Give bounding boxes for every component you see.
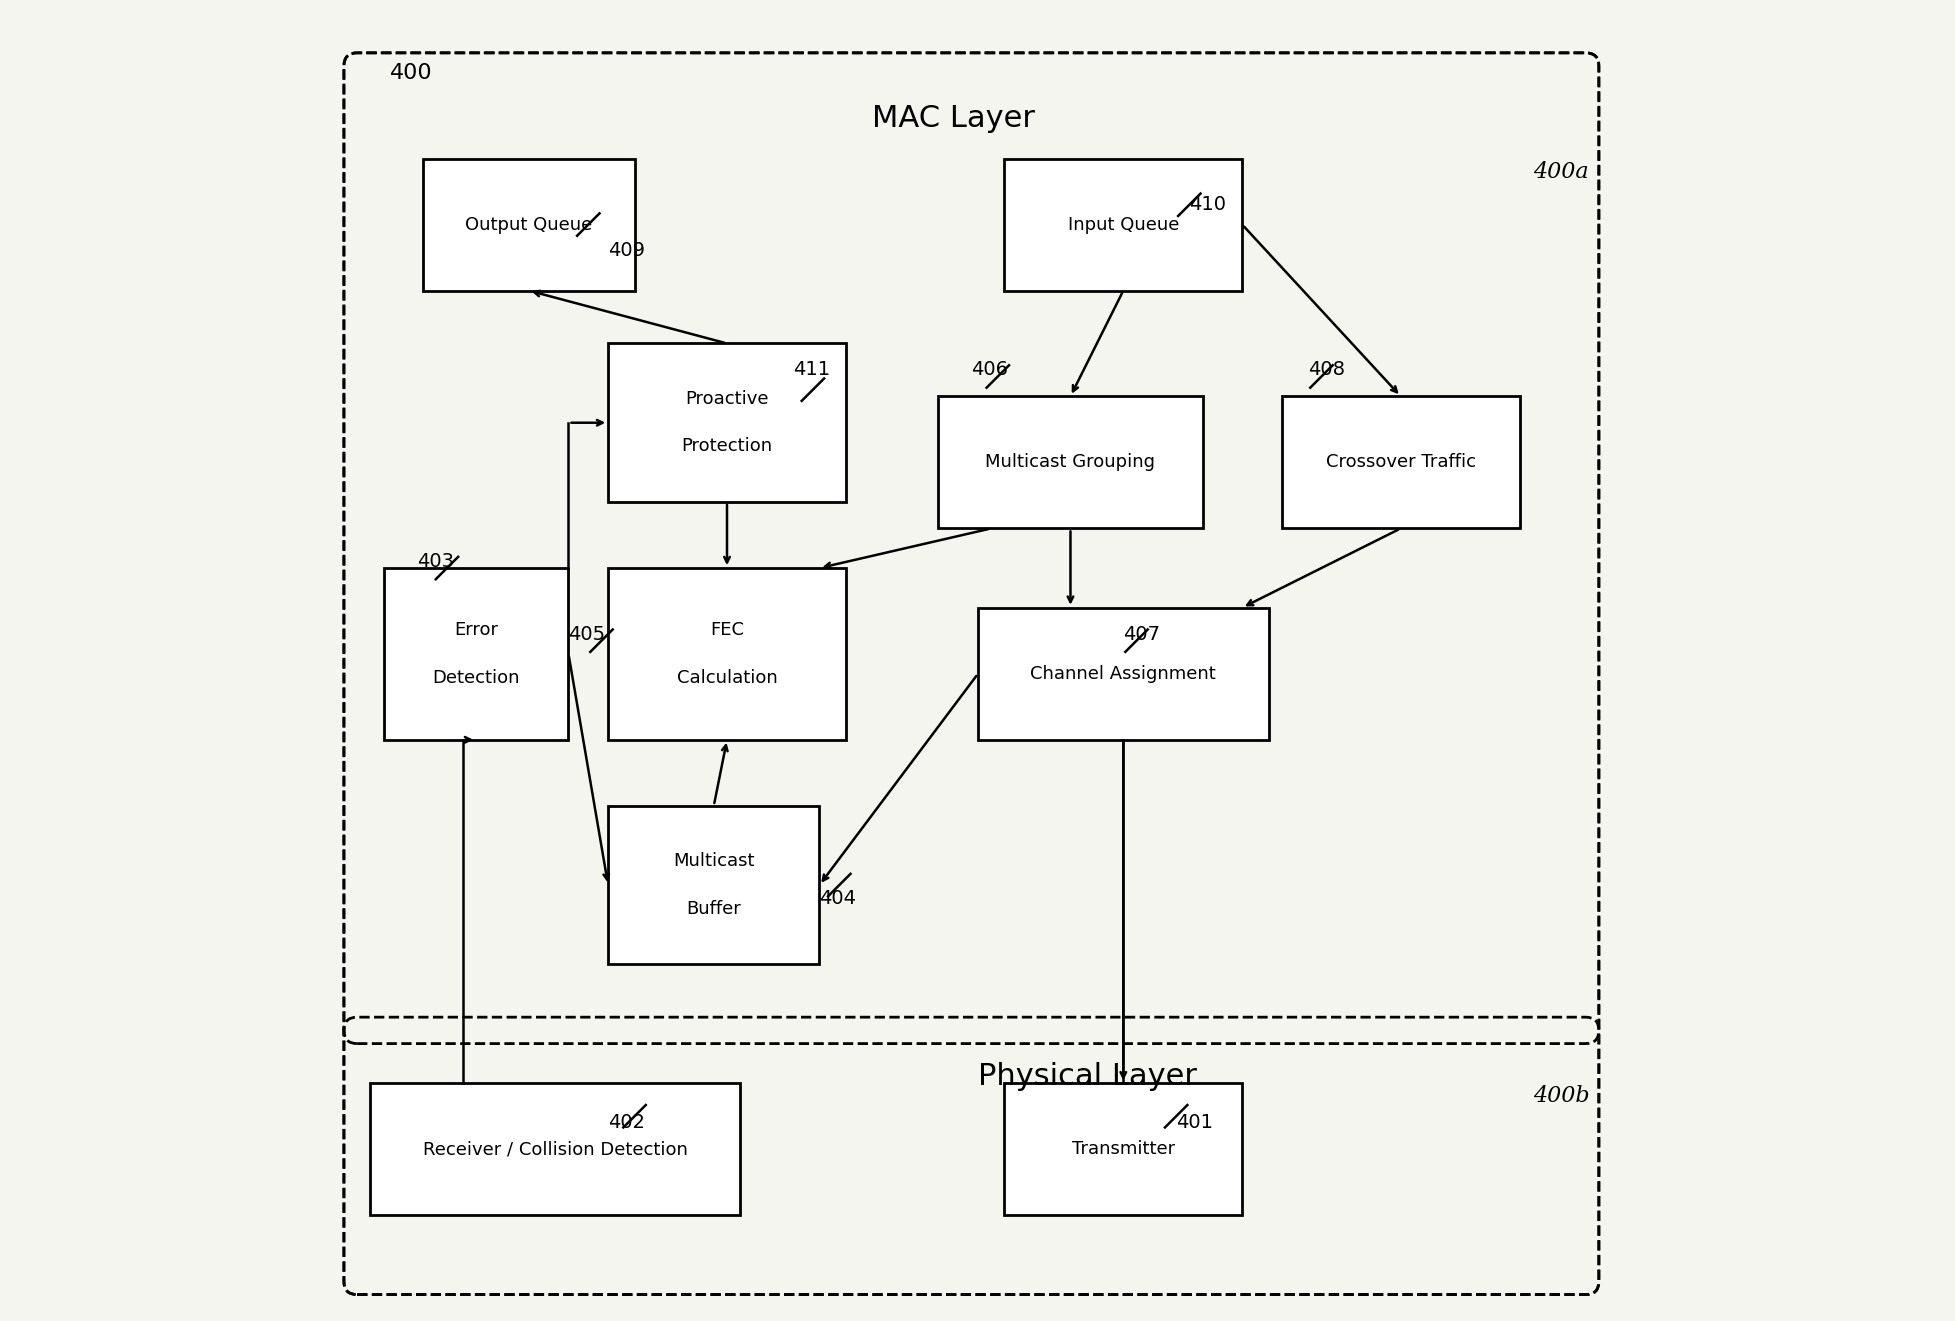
Text: 405: 405 [569, 625, 606, 643]
Text: 401: 401 [1175, 1114, 1212, 1132]
Text: MAC Layer: MAC Layer [872, 104, 1034, 133]
Text: 400: 400 [389, 62, 432, 83]
Text: Multicast: Multicast [673, 852, 755, 871]
FancyBboxPatch shape [938, 396, 1202, 528]
Text: Channel Assignment: Channel Assignment [1030, 664, 1216, 683]
Text: 403: 403 [416, 552, 454, 571]
Text: Protection: Protection [680, 437, 772, 456]
Text: 410: 410 [1189, 196, 1226, 214]
Text: 408: 408 [1308, 361, 1345, 379]
FancyBboxPatch shape [608, 806, 819, 964]
Text: Buffer: Buffer [686, 900, 741, 918]
Text: Error: Error [454, 621, 499, 639]
Text: Transmitter: Transmitter [1071, 1140, 1175, 1159]
Text: Input Queue: Input Queue [1067, 215, 1179, 234]
Text: Receiver / Collision Detection: Receiver / Collision Detection [422, 1140, 688, 1159]
Text: Calculation: Calculation [676, 668, 776, 687]
FancyBboxPatch shape [1005, 1083, 1241, 1215]
FancyBboxPatch shape [978, 608, 1269, 740]
FancyBboxPatch shape [1281, 396, 1519, 528]
Text: 400a: 400a [1533, 161, 1587, 182]
Text: Physical Layer: Physical Layer [978, 1062, 1196, 1091]
Text: Crossover Traffic: Crossover Traffic [1325, 453, 1474, 472]
FancyBboxPatch shape [608, 568, 845, 740]
Text: Detection: Detection [432, 668, 520, 687]
Text: 407: 407 [1122, 625, 1159, 643]
Text: 411: 411 [792, 361, 829, 379]
Text: 409: 409 [608, 242, 645, 260]
Text: Output Queue: Output Queue [465, 215, 592, 234]
Text: 404: 404 [819, 889, 856, 908]
FancyBboxPatch shape [608, 343, 845, 502]
FancyBboxPatch shape [1005, 159, 1241, 291]
FancyBboxPatch shape [369, 1083, 739, 1215]
Text: 400b: 400b [1533, 1086, 1589, 1107]
Text: FEC: FEC [710, 621, 743, 639]
Text: Proactive: Proactive [684, 390, 768, 408]
Text: 406: 406 [972, 361, 1009, 379]
Text: Multicast Grouping: Multicast Grouping [985, 453, 1155, 472]
FancyBboxPatch shape [383, 568, 569, 740]
FancyBboxPatch shape [422, 159, 633, 291]
Text: 402: 402 [608, 1114, 645, 1132]
